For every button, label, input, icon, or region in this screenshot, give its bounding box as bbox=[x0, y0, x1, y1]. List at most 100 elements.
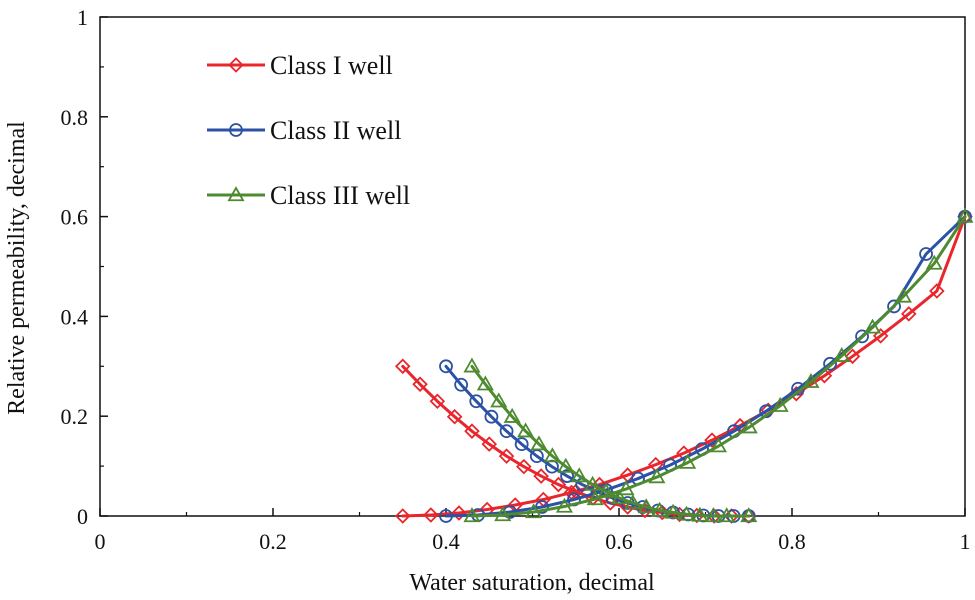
data-point bbox=[514, 437, 529, 452]
x-tick-label: 0.2 bbox=[259, 529, 287, 554]
data-point bbox=[463, 357, 481, 373]
data-point bbox=[679, 453, 697, 469]
data-point bbox=[919, 247, 933, 261]
data-point bbox=[956, 207, 974, 223]
data-point bbox=[887, 299, 901, 314]
data-point bbox=[925, 254, 943, 270]
x-tick-label: 0.4 bbox=[432, 529, 460, 554]
data-point bbox=[802, 372, 820, 388]
data-point bbox=[560, 469, 574, 483]
data-point bbox=[929, 283, 945, 299]
y-tick-label: 0.8 bbox=[61, 105, 89, 130]
data-point bbox=[439, 509, 453, 523]
axes: 0 0.2 0.4 0.6 0.8 1 0 0.2 0.4 0.6 0.8 1 bbox=[61, 5, 971, 554]
x-tick-label: 0.8 bbox=[778, 529, 806, 554]
data-point bbox=[439, 359, 453, 374]
legend-item: Class II well bbox=[207, 116, 401, 145]
legend-label: Class III well bbox=[270, 181, 410, 210]
plot-frame bbox=[99, 16, 966, 517]
series-line-water bbox=[401, 215, 967, 518]
data-point bbox=[429, 393, 446, 410]
data-point bbox=[771, 396, 789, 412]
data-point bbox=[484, 409, 499, 424]
data-point bbox=[227, 186, 245, 202]
data-point bbox=[469, 394, 484, 409]
data-point bbox=[557, 457, 575, 473]
legend-item: Class I well bbox=[207, 51, 393, 80]
data-point bbox=[637, 498, 655, 514]
data-point bbox=[543, 447, 561, 463]
data-point bbox=[229, 123, 243, 137]
series-line-water bbox=[444, 215, 967, 518]
data-point bbox=[228, 57, 244, 73]
data-point bbox=[740, 507, 758, 523]
y-tick-label: 0.6 bbox=[61, 205, 89, 230]
y-tick-label: 0.2 bbox=[61, 404, 89, 429]
data-point bbox=[901, 306, 917, 322]
y-tick-label: 1 bbox=[77, 5, 88, 30]
data-point bbox=[535, 500, 549, 514]
data-point bbox=[423, 507, 439, 523]
data-point bbox=[412, 376, 428, 393]
data-point bbox=[503, 407, 521, 423]
data-point bbox=[481, 436, 498, 452]
data-point bbox=[498, 448, 515, 464]
data-point bbox=[704, 432, 720, 448]
data-point bbox=[517, 422, 535, 438]
data-point bbox=[516, 458, 532, 475]
data-point bbox=[664, 503, 682, 519]
data-point bbox=[894, 287, 912, 303]
data-point bbox=[494, 506, 512, 522]
data-point bbox=[394, 358, 411, 375]
data-point bbox=[624, 494, 642, 510]
legend-label: Class I well bbox=[270, 51, 393, 80]
data-point bbox=[454, 377, 469, 392]
legend-item: Class III well bbox=[207, 181, 410, 210]
x-tick-label: 1 bbox=[960, 529, 971, 554]
y-tick-label: 0.4 bbox=[61, 304, 89, 329]
series-class-ii-well bbox=[439, 209, 972, 523]
data-point bbox=[648, 468, 666, 484]
data-point bbox=[550, 476, 567, 493]
data-point bbox=[610, 489, 628, 505]
data-point bbox=[586, 490, 604, 506]
data-point bbox=[499, 424, 514, 439]
data-point bbox=[476, 375, 494, 391]
legend-label: Class II well bbox=[270, 116, 401, 145]
data-point bbox=[677, 505, 696, 521]
data-point bbox=[740, 418, 758, 434]
series-class-iii-well bbox=[463, 207, 974, 523]
x-tick-label: 0.6 bbox=[605, 529, 633, 554]
data-point bbox=[691, 506, 709, 522]
data-point bbox=[451, 505, 467, 521]
data-point bbox=[555, 497, 573, 513]
data-point bbox=[490, 392, 508, 408]
data-point bbox=[709, 437, 728, 453]
legend: Class I well Class II well Class III well bbox=[207, 51, 410, 210]
x-axis-title: Water saturation, decimal bbox=[409, 570, 655, 596]
data-point bbox=[844, 348, 861, 365]
data-point bbox=[617, 480, 635, 496]
series-class-i-well bbox=[394, 208, 973, 524]
data-point bbox=[570, 467, 588, 483]
data-point bbox=[464, 423, 480, 439]
data-point bbox=[394, 508, 411, 524]
data-point bbox=[651, 501, 669, 517]
data-point bbox=[533, 468, 549, 484]
data-point bbox=[463, 507, 481, 523]
data-point bbox=[446, 408, 463, 425]
series-line-water bbox=[470, 215, 967, 518]
data-point bbox=[833, 347, 851, 362]
data-point bbox=[530, 435, 548, 451]
y-axis-title: Relative permeability, decimal bbox=[4, 121, 30, 415]
data-point bbox=[525, 503, 543, 519]
data-point bbox=[872, 328, 889, 344]
x-tick-label: 0 bbox=[95, 529, 106, 554]
data-point bbox=[863, 318, 882, 334]
data-point bbox=[718, 507, 736, 523]
data-point bbox=[584, 475, 602, 491]
data-point bbox=[704, 507, 722, 523]
data-point bbox=[823, 356, 837, 371]
plot-area bbox=[394, 207, 974, 524]
